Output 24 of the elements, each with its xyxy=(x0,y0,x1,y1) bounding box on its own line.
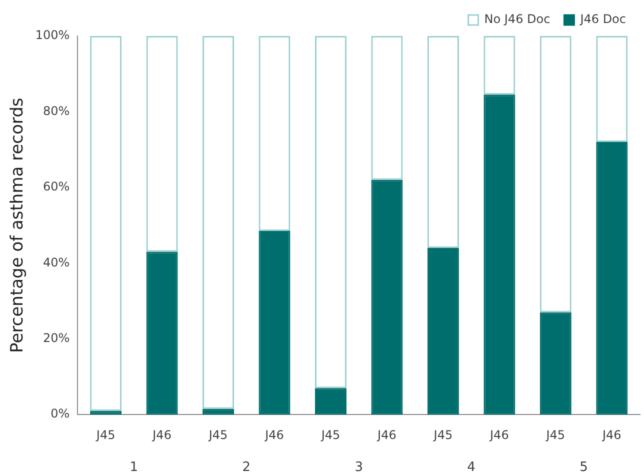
y-tick-label: 20% xyxy=(43,331,70,346)
text: 5 xyxy=(580,460,588,475)
x-tick-label: J45 xyxy=(208,428,228,442)
x-tick-label: J45 xyxy=(320,428,340,442)
x-tick-label: J45 xyxy=(432,428,453,442)
legend-label: J46 Doc xyxy=(579,12,626,26)
y-tick-label: 80% xyxy=(43,104,70,118)
x-tick-label: J46 xyxy=(264,428,284,442)
y-tick-label: 0% xyxy=(50,406,70,421)
text: 2 xyxy=(242,460,251,475)
x-tick-label: J45 xyxy=(545,428,566,442)
y-tick-label: 60% xyxy=(43,180,70,194)
legend-label: No J46 Doc xyxy=(484,12,550,26)
text: 3 xyxy=(354,460,363,475)
text: 1 xyxy=(130,460,138,475)
y-tick-label: 100% xyxy=(35,28,70,42)
x-tick-label: J46 xyxy=(601,428,622,442)
y-axis-title: Percentage of asthma records xyxy=(8,98,28,353)
x-tick-label: J46 xyxy=(376,428,396,442)
y-tick-label: 40% xyxy=(43,255,70,270)
x-tick-label: J46 xyxy=(152,428,172,442)
x-tick-label: J45 xyxy=(95,428,116,442)
text: 4 xyxy=(467,460,476,475)
x-tick-label: J46 xyxy=(489,428,509,442)
